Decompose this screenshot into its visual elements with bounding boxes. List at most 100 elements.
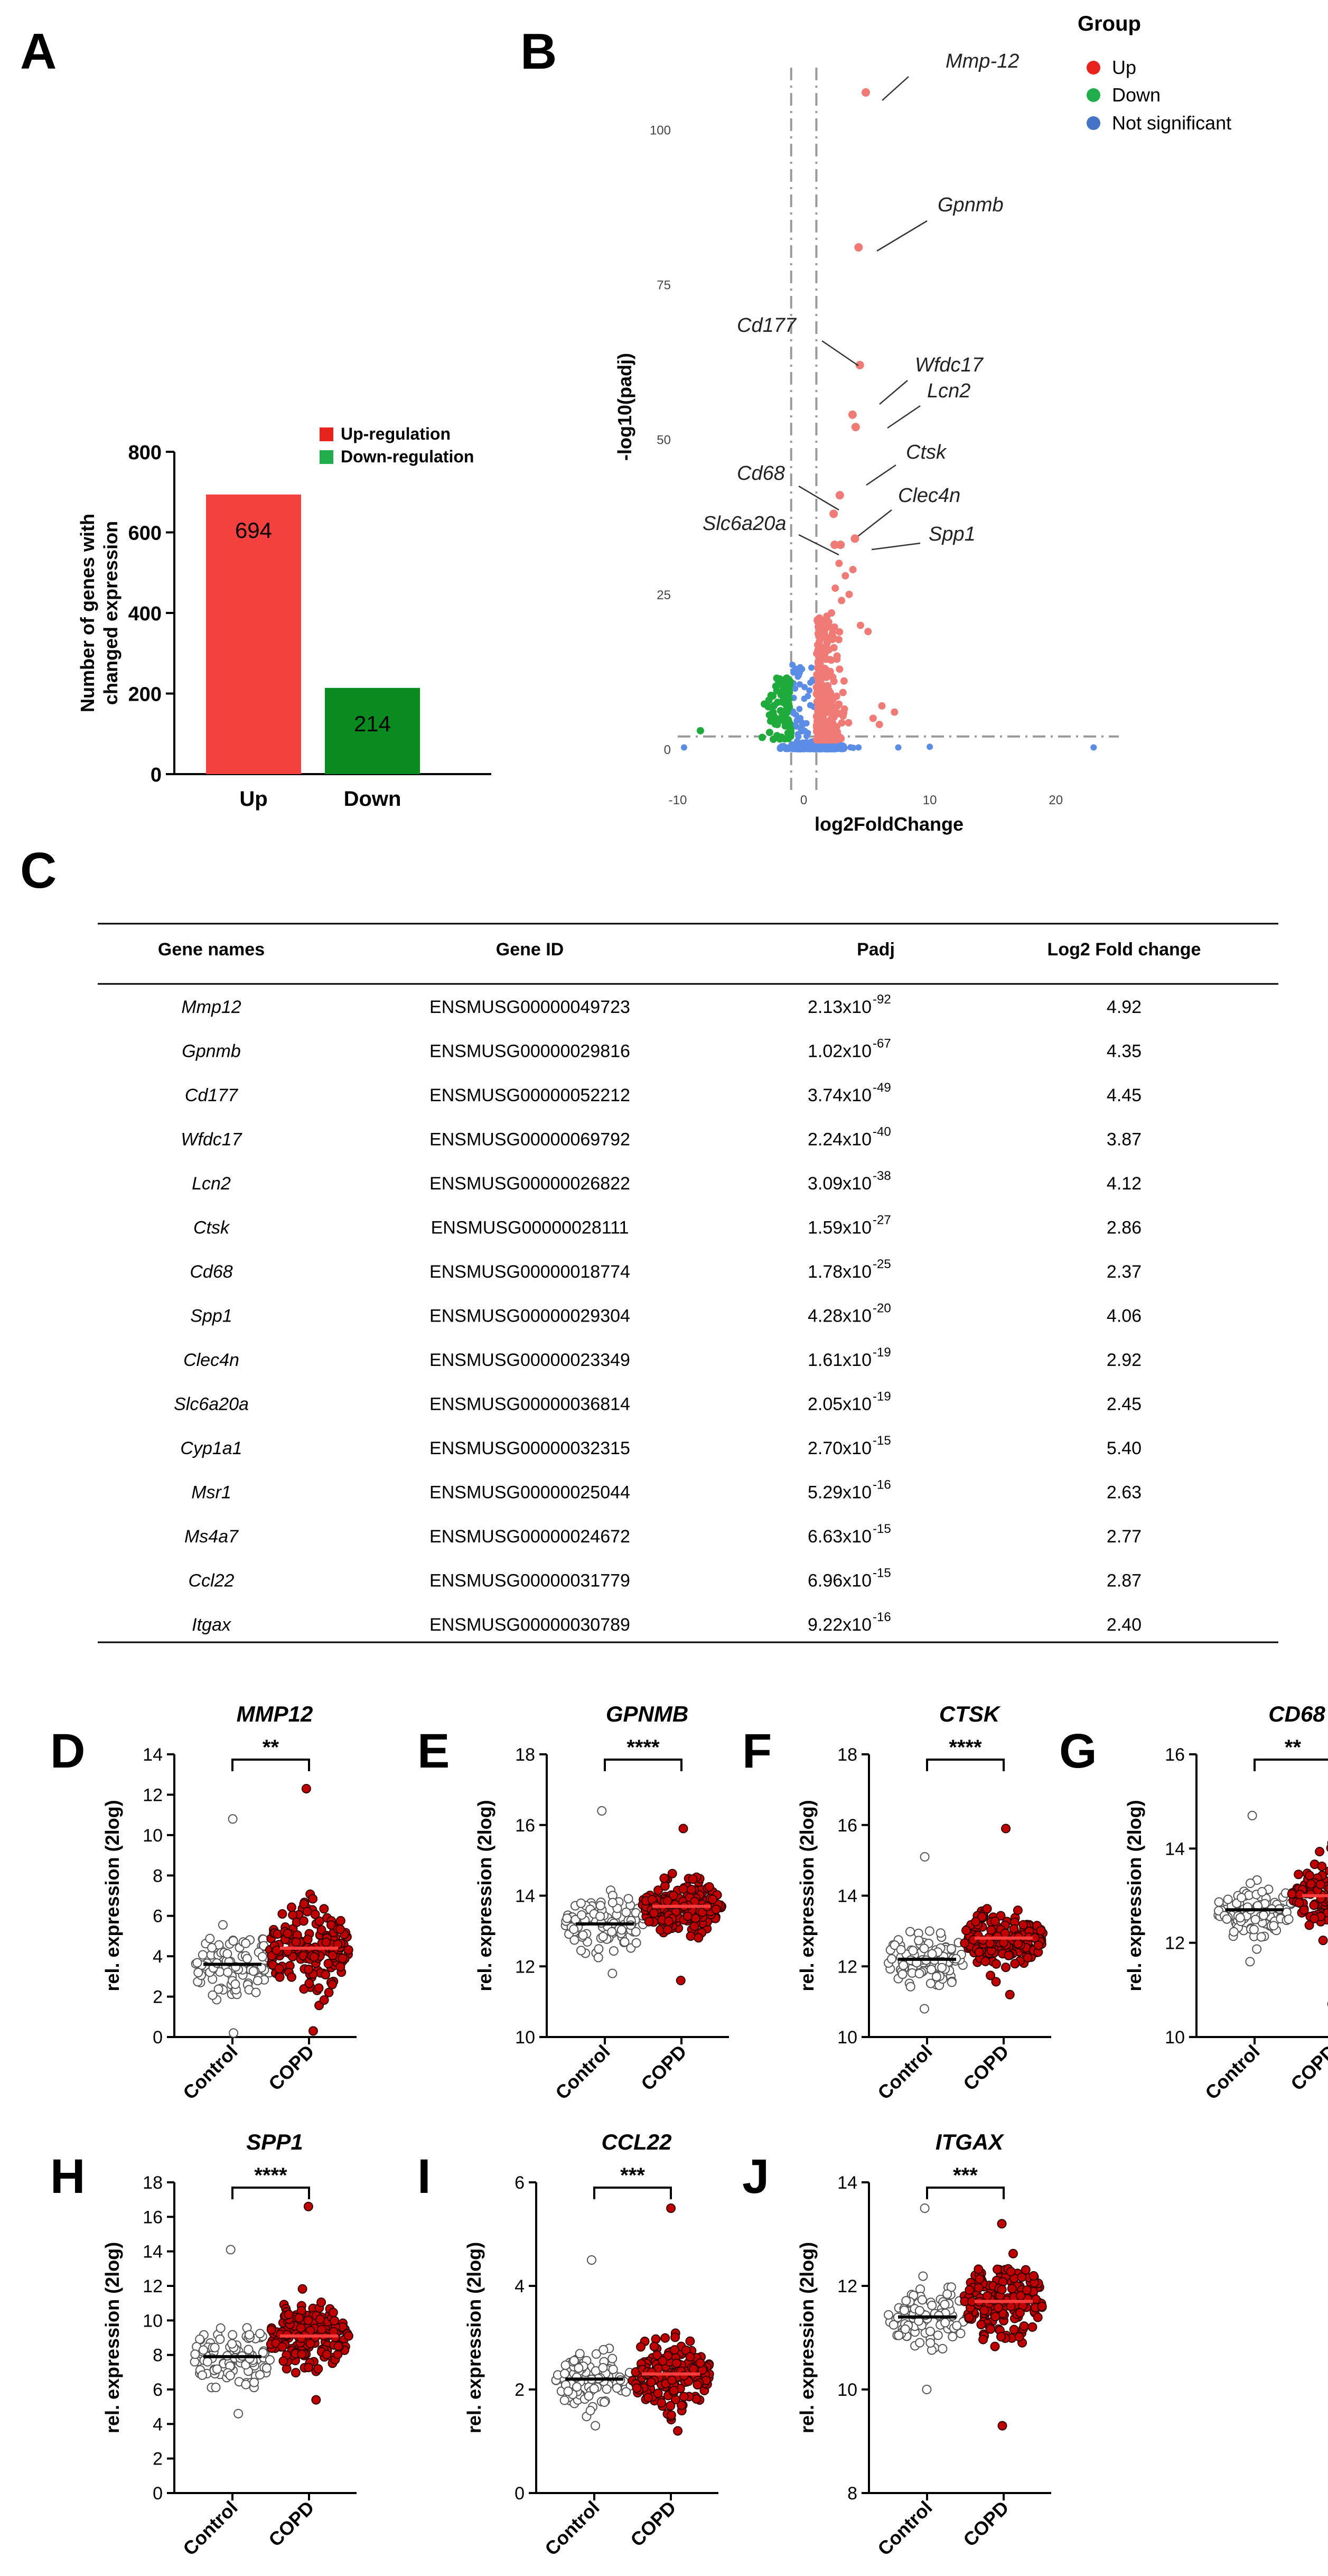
dot-plot-title: CTSK (939, 1701, 1001, 1726)
dot-copd (990, 2312, 1000, 2322)
volcano-point-up (825, 646, 833, 654)
dot-copd (961, 1926, 971, 1936)
dot-control (225, 2370, 235, 2380)
dot-copd (319, 1995, 329, 2005)
dot-copd (676, 1976, 686, 1985)
volcano-point-up (838, 719, 846, 727)
dot-control (218, 1920, 228, 1930)
volcano-point-up (835, 560, 843, 568)
x-category-label: COPD (1286, 2041, 1328, 2095)
dot-copd (974, 1947, 984, 1957)
dot-control (229, 2028, 239, 2038)
x-category-label: Control (873, 2041, 936, 2104)
x-category-label: COPD (637, 2041, 691, 2095)
cell-padj-exponent: -19 (873, 1390, 891, 1404)
y-tick-label: 200 (128, 684, 162, 706)
cell-gene-name: Ccl22 (189, 1571, 235, 1591)
dot-control (616, 1925, 626, 1935)
volcano-point-not-significant (805, 693, 811, 700)
cell-padj: 2.13x10 (808, 997, 872, 1017)
y-tick-label: 16 (1165, 1745, 1185, 1765)
y-tick-label: 6 (515, 2173, 525, 2193)
dot-copd (1013, 1939, 1023, 1949)
dot-copd (1004, 1950, 1014, 1960)
dot-control (607, 1927, 617, 1937)
dot-copd (1325, 1883, 1328, 1893)
dot-control (914, 1969, 924, 1979)
cell-padj: 3.09x10 (808, 1174, 872, 1194)
x-category-label: COPD (626, 2497, 680, 2551)
dot-copd (1009, 2324, 1019, 2335)
dot-control (927, 1949, 937, 1959)
dot-control (607, 1898, 618, 1908)
leader-line (871, 542, 921, 551)
cell-log2-fold-change: 3.87 (1107, 1130, 1142, 1150)
dot-copd (314, 1983, 324, 1993)
dot-control (265, 2355, 275, 2365)
dot-control (213, 1984, 223, 1994)
dot-control (598, 1932, 608, 1942)
y-tick-label: 14 (837, 2173, 857, 2193)
volcano-point-not-significant (799, 742, 806, 749)
volcano-point-up (840, 709, 848, 717)
dot-copd (971, 1917, 981, 1927)
cell-gene-name: Clec4n (183, 1350, 239, 1370)
dot-control (572, 2382, 582, 2392)
volcano-point-up (845, 590, 853, 598)
x-category-label: Control (179, 2041, 241, 2104)
volcano-point-labeled (835, 491, 844, 500)
dot-control (905, 1982, 915, 1992)
legend-swatch (320, 450, 333, 464)
dot-copd (682, 1911, 693, 1921)
volcano-point-not-significant (927, 743, 933, 750)
volcano-point-labeled (848, 410, 857, 419)
cell-gene-id: ENSMUSG00000023349 (429, 1350, 630, 1370)
volcano-point-up (813, 715, 821, 723)
volcano-point-up (819, 712, 827, 720)
dot-copd (649, 2341, 659, 2351)
cell-padj: 1.02x10 (808, 1041, 872, 1062)
dot-copd (324, 1987, 334, 1997)
dot-copd (990, 1916, 1000, 1926)
dot-control (255, 2370, 265, 2380)
panel-letter: F (742, 1724, 772, 1778)
dot-copd (666, 2401, 676, 2411)
dot-control (595, 1911, 605, 1921)
cell-gene-name: Spp1 (190, 1306, 232, 1326)
dot-copd (653, 1885, 663, 1895)
dot-control (607, 2354, 618, 2364)
leader-line (866, 464, 896, 486)
dot-control (594, 1944, 604, 1954)
cell-padj: 4.28x10 (808, 1306, 872, 1326)
volcano-point-up (816, 614, 824, 622)
bar-chart-panel-a: 0 200 400 600 800 694 Up 214 Down Number of genes… (77, 424, 491, 811)
dot-control (884, 2310, 894, 2320)
volcano-point-not-significant (790, 667, 797, 674)
volcano-point-down (779, 683, 787, 691)
cell-gene-name: Wfdc17 (181, 1130, 242, 1150)
y-tick-label: 600 (128, 523, 162, 545)
dot-copd (974, 2264, 984, 2274)
dot-copd (673, 2426, 683, 2436)
dot-copd (986, 2324, 996, 2334)
dot-copd (677, 2400, 687, 2410)
dot-copd (685, 2336, 695, 2346)
volcano-point-up (833, 692, 840, 700)
y-axis-title: rel. expression (2log) (474, 1800, 495, 1991)
volcano-point-up (864, 628, 872, 636)
dot-copd (960, 1938, 970, 1948)
dot-control (602, 2384, 612, 2394)
dot-control (1245, 1957, 1255, 1967)
volcano-point-not-significant (831, 745, 838, 751)
volcano-point-up (823, 639, 831, 647)
volcano-point-not-significant (810, 743, 817, 750)
dot-control (937, 1963, 947, 1973)
y-tick-label: 12 (837, 2276, 857, 2296)
dot-copd (993, 2303, 1003, 2313)
dot-copd (303, 2201, 313, 2211)
volcano-point-labeled (829, 509, 838, 518)
dot-control (569, 2356, 579, 2366)
cell-padj: 1.78x10 (808, 1262, 872, 1282)
y-tick-label: 12 (1165, 1933, 1185, 1954)
cell-padj: 2.24x10 (808, 1130, 872, 1150)
